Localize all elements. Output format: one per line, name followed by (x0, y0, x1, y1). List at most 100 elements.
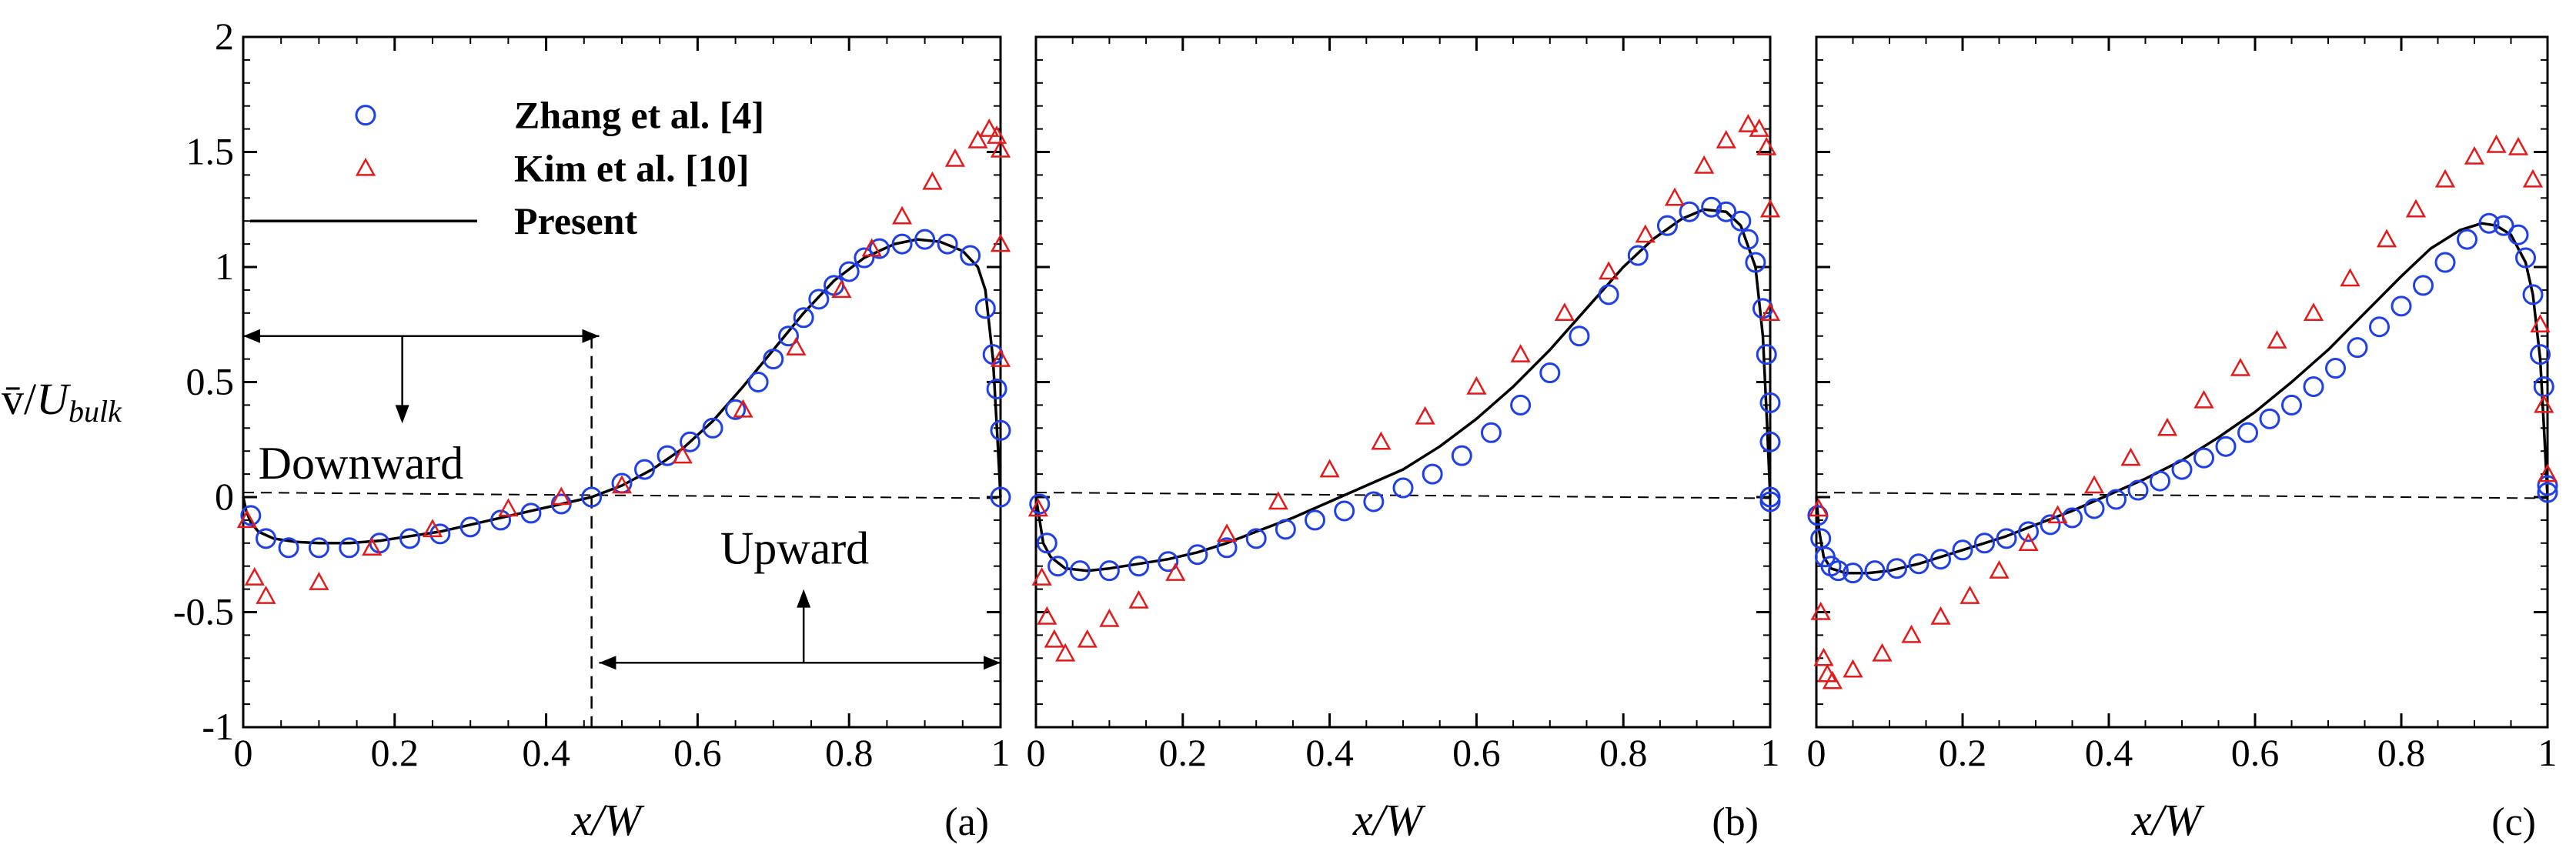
kim-point (1128, 589, 1149, 609)
kim-point (1165, 563, 1186, 581)
zhang-point (1392, 477, 1414, 499)
zhang-point (1275, 519, 1296, 540)
kim-point (986, 125, 1007, 144)
kim-point (1738, 114, 1759, 132)
zhang-point (1569, 326, 1590, 347)
series-triangle (1808, 134, 2558, 689)
kim-point (244, 567, 265, 586)
kim-point (1759, 199, 1781, 218)
zhang-point (429, 523, 451, 545)
kim-point (2376, 229, 2397, 248)
zhang-point (1843, 563, 1863, 584)
zhang-point (308, 537, 329, 559)
kim-point (1077, 629, 1098, 648)
zhang-point (937, 233, 958, 255)
zhang-point (278, 537, 299, 559)
y-tick-label: 0 (215, 475, 234, 518)
kim-point (422, 519, 443, 538)
zhang-point (339, 537, 360, 559)
zhang-point (1480, 422, 1502, 443)
zhang-point (1245, 528, 1267, 549)
panel-1: 0 0.2 0.4 0.6 0.8 1 x/W (b) (1027, 35, 1781, 845)
zhang-point (914, 229, 936, 250)
y-axis-label-prefix: v̄/ (2, 374, 37, 424)
x-tick-label: 0 (1807, 731, 1826, 774)
zhang-point (1952, 539, 1973, 561)
zhang-point (581, 486, 603, 508)
kim-point (1371, 431, 1392, 450)
zhang-point (2413, 275, 2434, 296)
zhang-point (1864, 560, 1886, 582)
kim-point (967, 129, 988, 149)
zhang-point (520, 502, 542, 524)
kim-point (733, 399, 753, 418)
kim-point (1872, 643, 1893, 662)
kim-point (2405, 199, 2427, 218)
kim-point (1099, 608, 1120, 627)
zhang-point (634, 459, 656, 480)
kim-point (2530, 314, 2551, 332)
zhang-point (2478, 212, 2500, 234)
zhang-point (869, 238, 890, 259)
y-axis-label: v̄/Ubulk (2, 374, 122, 429)
kim-point (1960, 585, 1980, 604)
zhang-point (2530, 344, 2551, 366)
kim-point (362, 537, 383, 556)
y-tick-label: 2 (215, 15, 234, 58)
zhang-point (680, 431, 701, 452)
x-axis-label: x/W (1352, 795, 1426, 845)
x-tick-label: 0.2 (1159, 731, 1208, 774)
zhang-point (2171, 459, 2193, 480)
zhang-point (1759, 431, 1781, 452)
x-tick-label: 0 (234, 731, 253, 774)
x-tick-label: 1 (1761, 731, 1780, 774)
zhang-point (1759, 491, 1781, 512)
y-tick-label: 1 (215, 245, 234, 288)
kim-point (2267, 330, 2287, 349)
kim-point (1808, 498, 1829, 517)
zhang-point (990, 486, 1011, 508)
kim-point (1843, 659, 1863, 678)
zhang-point (1627, 245, 1649, 266)
x-tick-label: 1 (991, 731, 1011, 774)
kim-point (2486, 134, 2507, 153)
zhang-point (1069, 560, 1091, 582)
kim-point (236, 509, 258, 529)
kim-point (2464, 145, 2485, 165)
y-tick-label: 1.5 (186, 130, 235, 173)
downward-span-arrow-head-left (243, 329, 260, 343)
panel-label: (b) (1712, 800, 1759, 844)
kim-point (1989, 560, 2010, 579)
y-tick-label: 0.5 (186, 360, 235, 403)
zhang-point (2508, 224, 2529, 245)
zhang-point (2537, 482, 2558, 503)
upward-span-arrow-head-left (599, 656, 616, 670)
zhang-point (2150, 470, 2170, 492)
present-line (242, 238, 1002, 545)
kim-point (1901, 624, 1922, 643)
legend: Zhang et al. [4] Kim et al. [10] Present (250, 94, 764, 242)
kim-point (672, 445, 693, 464)
zhang-point (2434, 252, 2456, 273)
zhang-point (2040, 514, 2061, 536)
zero-reference-line (1816, 492, 2548, 499)
kim-point (2508, 136, 2529, 155)
zhang-point (1047, 556, 1069, 577)
plot-frame (1034, 35, 1772, 729)
zhang-point (2259, 408, 2280, 429)
zhang-point (2281, 394, 2302, 416)
zhang-point (986, 378, 1007, 399)
downward-span-arrow-head-right (582, 329, 600, 343)
kim-point (1810, 601, 1831, 620)
zhang-point (838, 261, 860, 282)
kim-point (2157, 417, 2178, 436)
kim-point (1930, 606, 1951, 625)
y-axis-label-main: U (36, 374, 72, 424)
kim-point (2537, 463, 2558, 482)
zhang-point (702, 417, 723, 439)
zhang-point (2303, 376, 2324, 397)
zhang-point (808, 289, 830, 310)
kim-point (611, 475, 633, 494)
upward-span-arrow-head-right (984, 656, 1001, 670)
